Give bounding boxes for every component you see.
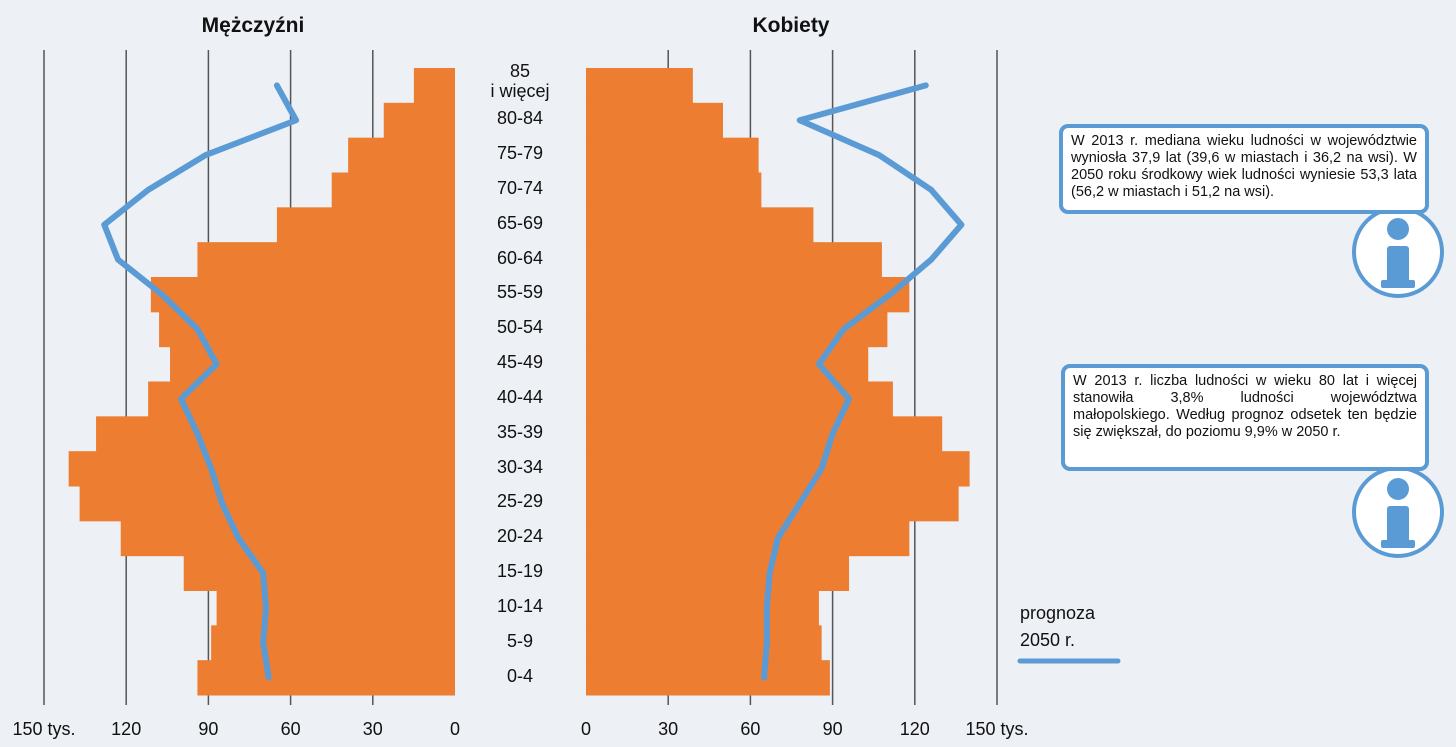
bar (586, 68, 693, 104)
bar (586, 590, 819, 626)
x-tick-label: 30 (363, 719, 383, 739)
bar (586, 660, 830, 696)
projection-line (101, 82, 300, 681)
x-tick-label: 150 tys. (12, 719, 75, 739)
x-tick-label: 120 (900, 719, 930, 739)
x-tick-label: 150 tys. (965, 719, 1028, 739)
bar (413, 68, 455, 104)
bar (183, 555, 456, 591)
category-label: 70-74 (496, 177, 544, 198)
x-tick-label: 90 (198, 719, 218, 739)
category-label: 85 i więcej (490, 61, 550, 102)
bar (383, 102, 455, 139)
x-tick-label: 0 (581, 719, 591, 739)
category-label: 80-84 (496, 108, 544, 129)
panel-title: Kobiety (752, 14, 829, 37)
category-label: 25-29 (496, 491, 544, 512)
panel-title: Mężczyźni (202, 14, 305, 37)
x-tick-label: 30 (658, 719, 678, 739)
bar (197, 660, 455, 696)
x-tick-label: 60 (740, 719, 760, 739)
bar (586, 416, 943, 452)
info-note: W 2013 r. mediana wieku ludności w wojew… (1059, 124, 1429, 214)
bar (586, 137, 759, 173)
x-tick-label: 60 (281, 719, 301, 739)
bar (586, 277, 910, 313)
bar (120, 520, 455, 557)
legend-label: prognoza 2050 r. (1020, 603, 1096, 650)
category-label: 10-14 (496, 595, 544, 616)
category-label: 0-4 (506, 665, 533, 686)
bar (79, 486, 456, 522)
bar (276, 207, 455, 243)
x-tick-label: 120 (111, 719, 141, 739)
x-tick-label: 90 (823, 719, 843, 739)
bar (211, 625, 455, 661)
bar (586, 451, 970, 487)
bar (216, 590, 455, 626)
category-label: 20-24 (496, 526, 544, 547)
bar (586, 555, 850, 591)
bar (150, 277, 456, 313)
bar (586, 102, 723, 139)
info-note: W 2013 r. liczba ludności w wieku 80 lat… (1061, 364, 1429, 471)
bar (348, 137, 455, 173)
category-label: 5-9 (506, 630, 533, 651)
bar (586, 625, 822, 661)
bar (148, 381, 455, 417)
bar (68, 451, 455, 487)
category-label: 75-79 (496, 143, 544, 164)
bar (586, 486, 959, 522)
bar (197, 242, 455, 278)
category-label: 45-49 (496, 352, 544, 373)
bar (586, 172, 762, 208)
bar (159, 311, 455, 348)
x-tick-label: 0 (450, 719, 460, 739)
category-label: 65-69 (496, 212, 544, 233)
category-label: 15-19 (496, 561, 544, 582)
bar (331, 172, 455, 208)
projection-line (761, 82, 965, 681)
info-icons (1352, 206, 1444, 558)
bar (586, 242, 882, 278)
info-icon (1352, 206, 1444, 298)
category-label: 55-59 (496, 282, 544, 303)
bar (586, 207, 814, 243)
category-label: 60-64 (496, 247, 544, 268)
bar (586, 520, 910, 557)
category-label: 35-39 (496, 421, 544, 442)
bar (96, 416, 455, 452)
category-label: 40-44 (496, 386, 544, 407)
category-label: 50-54 (496, 317, 544, 338)
category-label: 30-34 (496, 456, 544, 477)
info-icon (1352, 466, 1444, 558)
